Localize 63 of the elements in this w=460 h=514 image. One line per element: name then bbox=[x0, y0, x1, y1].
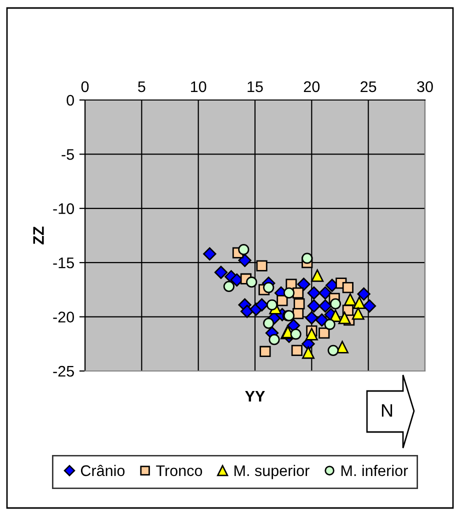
point bbox=[362, 299, 376, 313]
point bbox=[276, 294, 288, 306]
x-tick-label: 15 bbox=[248, 81, 263, 92]
point bbox=[223, 280, 234, 292]
point bbox=[290, 328, 302, 340]
point bbox=[266, 299, 278, 310]
x-tick-label: 20 bbox=[304, 81, 320, 92]
point bbox=[318, 299, 332, 313]
point bbox=[307, 286, 321, 300]
point bbox=[260, 346, 271, 358]
y-tick-label: -25 bbox=[53, 366, 74, 377]
y-tick-label: -20 bbox=[53, 312, 74, 322]
point bbox=[344, 293, 356, 306]
y-tick-label: 0 bbox=[66, 94, 74, 106]
point bbox=[305, 328, 318, 340]
y-tick-label: -5 bbox=[62, 149, 74, 160]
point bbox=[305, 311, 318, 324]
legend-label: M. superior bbox=[234, 464, 310, 480]
point bbox=[324, 318, 336, 330]
point bbox=[283, 287, 295, 299]
y-tick-label: -15 bbox=[53, 258, 74, 268]
point bbox=[311, 269, 324, 282]
point bbox=[336, 340, 349, 354]
point bbox=[238, 254, 252, 268]
point bbox=[318, 286, 332, 300]
y-axis-title: ZZ bbox=[33, 226, 44, 244]
point bbox=[342, 282, 354, 294]
point bbox=[256, 260, 268, 272]
x-tick-label: 25 bbox=[360, 81, 376, 92]
point bbox=[318, 328, 330, 339]
point bbox=[357, 287, 370, 301]
y-tick-label: -10 bbox=[53, 203, 74, 214]
point bbox=[353, 296, 366, 309]
point bbox=[214, 266, 228, 279]
point bbox=[302, 346, 315, 359]
legend-label: M. inferior bbox=[341, 464, 408, 476]
point bbox=[263, 282, 274, 294]
point bbox=[338, 312, 351, 324]
point bbox=[302, 252, 313, 264]
point bbox=[315, 313, 328, 327]
x-tick-label: 0 bbox=[81, 81, 89, 92]
point bbox=[291, 344, 302, 356]
point bbox=[294, 298, 305, 310]
point bbox=[268, 334, 280, 346]
point bbox=[238, 244, 250, 256]
point bbox=[330, 298, 342, 310]
x-axis-title: YY bbox=[245, 391, 265, 402]
legend-label: Tronco bbox=[156, 465, 202, 476]
point bbox=[240, 304, 254, 318]
legend-label: Crânio bbox=[80, 464, 125, 476]
point bbox=[263, 318, 274, 329]
point bbox=[292, 308, 304, 320]
x-tick-label: 5 bbox=[138, 81, 146, 92]
point bbox=[307, 299, 321, 313]
x-tick-label: 10 bbox=[191, 81, 206, 92]
point bbox=[352, 307, 364, 320]
text: N bbox=[382, 404, 392, 417]
point bbox=[328, 344, 339, 356]
x-tick-label: 30 bbox=[417, 81, 433, 92]
point bbox=[297, 278, 310, 291]
point bbox=[255, 298, 268, 312]
point bbox=[203, 247, 216, 261]
point bbox=[246, 276, 258, 288]
